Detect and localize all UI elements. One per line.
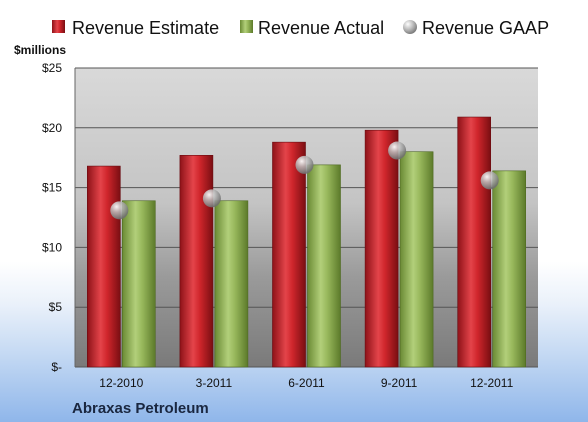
- bar-revenue-estimate: [272, 141, 306, 368]
- bar-revenue-actual: [492, 170, 527, 368]
- bars: [87, 116, 527, 368]
- legend-label-actual: Revenue Actual: [258, 18, 384, 38]
- y-tick-label: $25: [42, 61, 62, 75]
- bar-revenue-estimate: [87, 165, 121, 368]
- legend-bubble-gaap: [403, 20, 417, 34]
- bubble-revenue-gaap: [480, 171, 499, 190]
- y-tick-label: $10: [42, 240, 62, 254]
- y-tick-label: $20: [42, 121, 62, 135]
- x-tick-label: 6-2011: [288, 376, 325, 390]
- legend-label-estimate: Revenue Estimate: [72, 18, 219, 38]
- y-tick-label: $-: [51, 360, 62, 374]
- x-tick-label: 9-2011: [381, 376, 418, 390]
- bar-revenue-actual: [122, 200, 156, 368]
- y-axis: $- $5 $10 $15 $20 $25: [42, 61, 76, 374]
- bubble-revenue-gaap: [388, 141, 407, 160]
- bar-revenue-actual: [307, 164, 341, 368]
- gaap-bubbles: [110, 141, 499, 220]
- company-name: Abraxas Petroleum: [72, 400, 209, 417]
- bar-revenue-estimate: [179, 155, 214, 368]
- legend: Revenue Estimate Revenue Actual Revenue …: [52, 18, 549, 38]
- bar-revenue-actual: [399, 151, 434, 368]
- legend-swatch-estimate: [52, 20, 65, 33]
- legend-label-gaap: Revenue GAAP: [422, 18, 549, 38]
- bar-revenue-estimate: [457, 116, 492, 368]
- legend-swatch-actual: [240, 20, 253, 33]
- x-tick-label: 12-2010: [99, 376, 143, 390]
- bubble-revenue-gaap: [295, 155, 314, 174]
- y-tick-label: $5: [49, 300, 63, 314]
- bar-revenue-actual: [214, 200, 249, 368]
- bar-revenue-estimate: [364, 129, 399, 368]
- x-tick-label: 3-2011: [196, 376, 233, 390]
- bubble-revenue-gaap: [110, 201, 129, 220]
- bubble-revenue-gaap: [202, 189, 221, 208]
- unit-label: $millions: [14, 43, 66, 57]
- x-tick-label: 12-2011: [470, 376, 513, 390]
- x-axis: 12-2010 3-2011 6-2011 9-2011 12-2011: [99, 376, 513, 390]
- y-tick-label: $15: [42, 181, 62, 195]
